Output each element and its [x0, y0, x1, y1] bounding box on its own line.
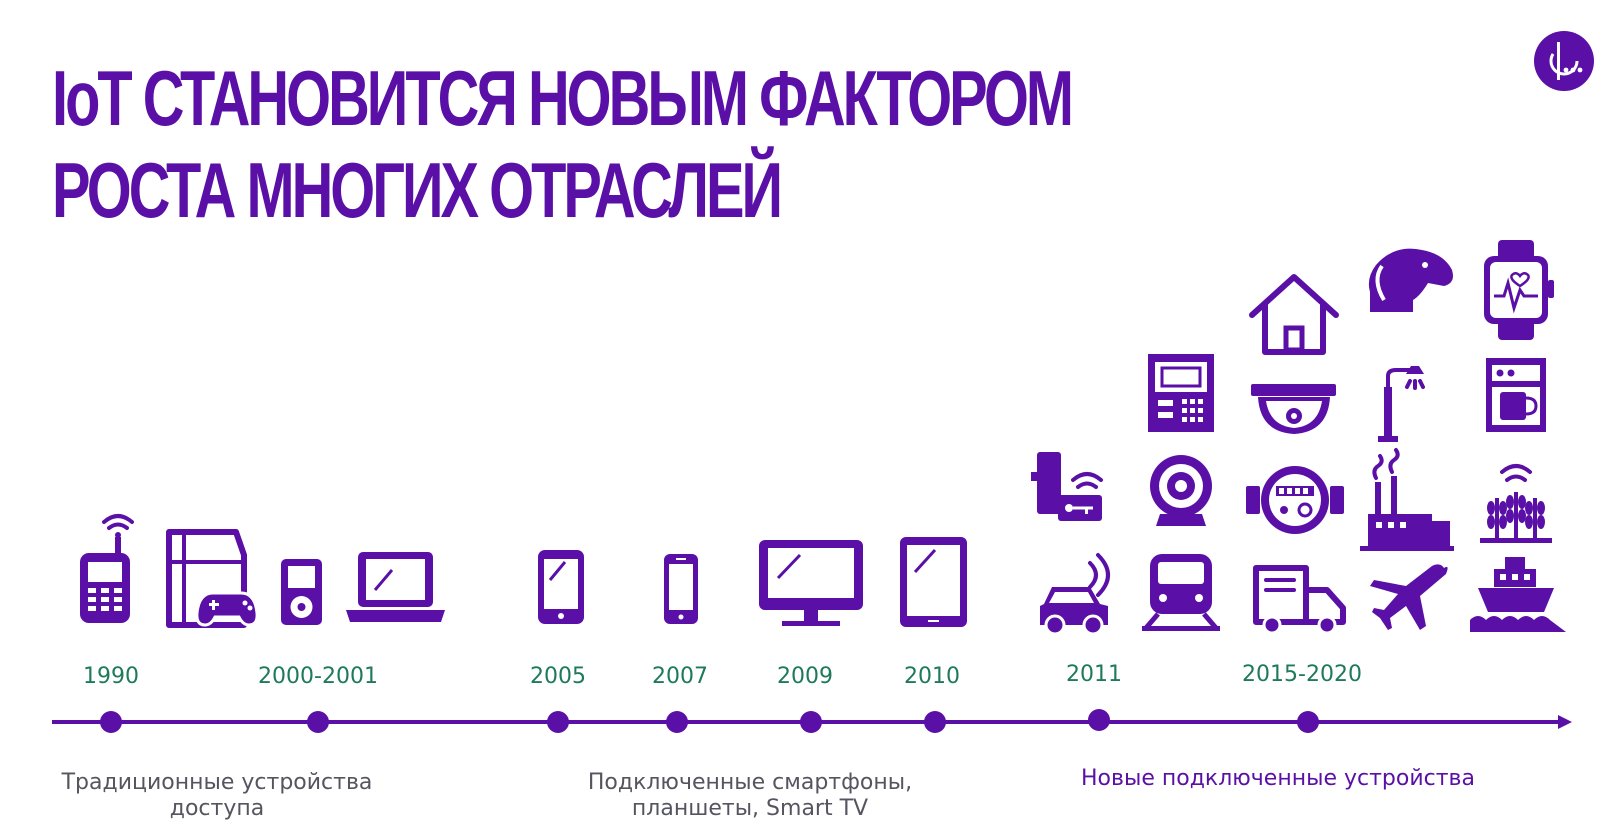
- payment-terminal-icon: [1148, 354, 1214, 432]
- smartphone-icon: [538, 550, 584, 624]
- year-label: 2007: [652, 664, 708, 689]
- title-line-1: IoT СТАНОВИТСЯ НОВЫМ ФАКТОРОМ: [52, 54, 1074, 142]
- street-lamp-icon: [1378, 366, 1425, 442]
- tablet-icon: [900, 537, 967, 627]
- timeline-dot: [547, 711, 569, 733]
- water-meter-icon: [1246, 466, 1344, 534]
- ship-icon: [1470, 557, 1566, 632]
- year-label: 2000-2001: [258, 664, 378, 689]
- smart-lock-icon: [1031, 452, 1103, 521]
- caption-line: Традиционные устройства: [61, 770, 373, 795]
- timeline-dot: [666, 711, 688, 733]
- year-label: 1990: [83, 664, 139, 689]
- mp3-player-icon: [281, 559, 322, 625]
- game-console-icon: [166, 529, 259, 628]
- timeline-dot: [1088, 709, 1110, 731]
- brand-logo-icon: [1534, 31, 1594, 91]
- security-camera-icon: [1251, 384, 1336, 434]
- timeline-dot: [307, 711, 329, 733]
- caption-new-connected-devices: Новые подключенные устройства: [1081, 766, 1475, 792]
- smart-farming-icon: [1480, 464, 1552, 543]
- cellular-phone-icon: [80, 514, 134, 623]
- caption-connected-smartphones: Подключенные смартфоны, планшеты, Smart …: [588, 770, 912, 822]
- webcam-icon: [1150, 455, 1212, 526]
- title-line-2: РОСТА МНОГИХ ОТРАСЛЕЙ: [52, 146, 783, 234]
- year-label: 2009: [777, 664, 833, 689]
- caption-line: Подключенные смартфоны,: [587, 770, 913, 795]
- smart-home-icon: [1249, 274, 1339, 355]
- coffee-maker-icon: [1486, 358, 1546, 432]
- page-title: IoT СТАНОВИТСЯ НОВЫМ ФАКТОРОМ РОСТА МНОГ…: [52, 52, 1074, 236]
- laptop-icon: [346, 552, 445, 622]
- airplane-icon: [1370, 564, 1448, 630]
- timeline-arrowhead: [1558, 715, 1572, 729]
- mobile-phone-icon: [664, 554, 698, 624]
- caption-line: Новые подключенные устройства: [1080, 766, 1476, 791]
- train-icon: [1142, 554, 1220, 631]
- monitor-icon: [759, 540, 863, 626]
- caption-line: доступа: [169, 796, 265, 821]
- factory-icon: [1360, 448, 1454, 551]
- delivery-truck-icon: [1253, 565, 1346, 635]
- timeline-dot: [100, 711, 122, 733]
- dog-tracker-icon: [1368, 248, 1453, 312]
- timeline-dot: [800, 711, 822, 733]
- year-label: 2005: [530, 664, 586, 689]
- year-label: 2010: [904, 664, 960, 689]
- connected-car-icon: [1040, 553, 1110, 636]
- year-label: 2011: [1066, 662, 1122, 687]
- timeline-dot: [1297, 711, 1319, 733]
- timeline-dot: [924, 711, 946, 733]
- smartwatch-icon: [1484, 240, 1554, 340]
- year-label: 2015-2020: [1242, 662, 1362, 687]
- caption-traditional-devices: Традиционные устройства доступа: [62, 770, 373, 822]
- caption-line: планшеты, Smart TV: [631, 796, 869, 821]
